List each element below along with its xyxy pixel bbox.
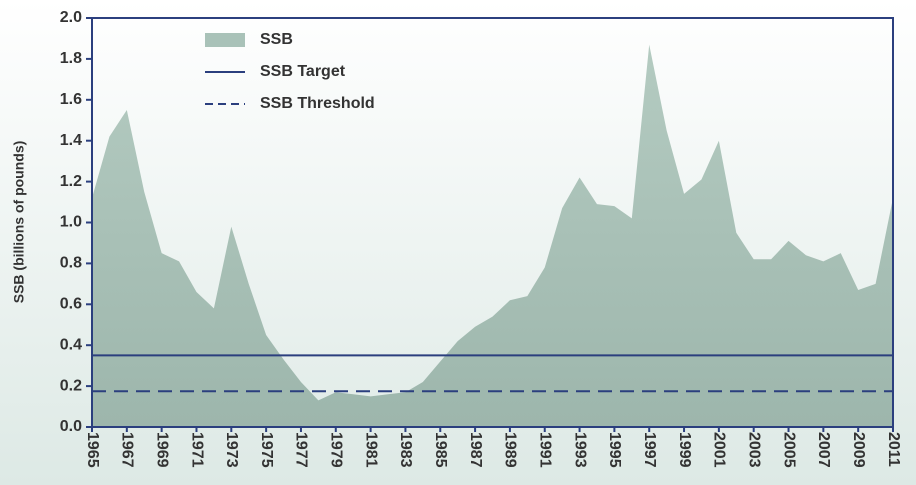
x-tick-label: 1985 [432,432,449,468]
x-tick-label: 1993 [571,432,588,468]
y-tick-label: 1.6 [60,91,82,108]
y-tick-label: 2.0 [60,9,82,26]
x-tick-label: 2009 [850,432,867,468]
x-tick-label: 1989 [502,432,519,468]
legend-label: SSB Target [260,63,346,80]
area [92,44,893,428]
x-tick-label: 1975 [258,432,275,468]
x-tick-label: 1983 [397,432,414,468]
x-tick-label: 2001 [711,432,728,468]
x-tick-label: 2007 [815,432,832,468]
y-tick-label: 0.2 [60,377,82,394]
x-tick-label: 1999 [676,432,693,468]
x-tick-label: 1967 [119,432,136,468]
x-tick-label: 1997 [641,432,658,468]
x-tick-label: 1973 [223,432,240,468]
y-tick-label: 0.4 [60,336,82,353]
x-tick-label: 1987 [467,432,484,468]
x-tick-label: 1971 [188,432,205,468]
y-tick-label: 0.0 [60,418,82,435]
x-tick-label: 1979 [328,432,345,468]
legend-swatch [205,33,245,47]
x-tick-label: 1995 [606,432,623,468]
x-tick-label: 1965 [84,432,101,468]
y-tick-label: 1.2 [60,173,82,190]
legend-label: SSB [260,31,293,48]
legend-label: SSB Threshold [260,95,375,112]
x-tick-label: 1969 [153,432,170,468]
x-tick-label: 2003 [745,432,762,468]
y-tick-label: 1.4 [60,132,82,149]
x-tick-label: 1991 [537,432,554,468]
x-tick-label: 1981 [362,432,379,468]
y-tick-label: 1.8 [60,50,82,67]
y-tick-label: 1.0 [60,214,82,231]
y-axis-label: SSB (billions of pounds) [11,141,27,304]
y-tick-label: 0.8 [60,255,82,272]
x-tick-label: 1977 [293,432,310,468]
x-tick-label: 2011 [885,432,902,467]
y-tick-label: 0.6 [60,296,82,313]
x-tick-label: 2005 [780,432,797,468]
